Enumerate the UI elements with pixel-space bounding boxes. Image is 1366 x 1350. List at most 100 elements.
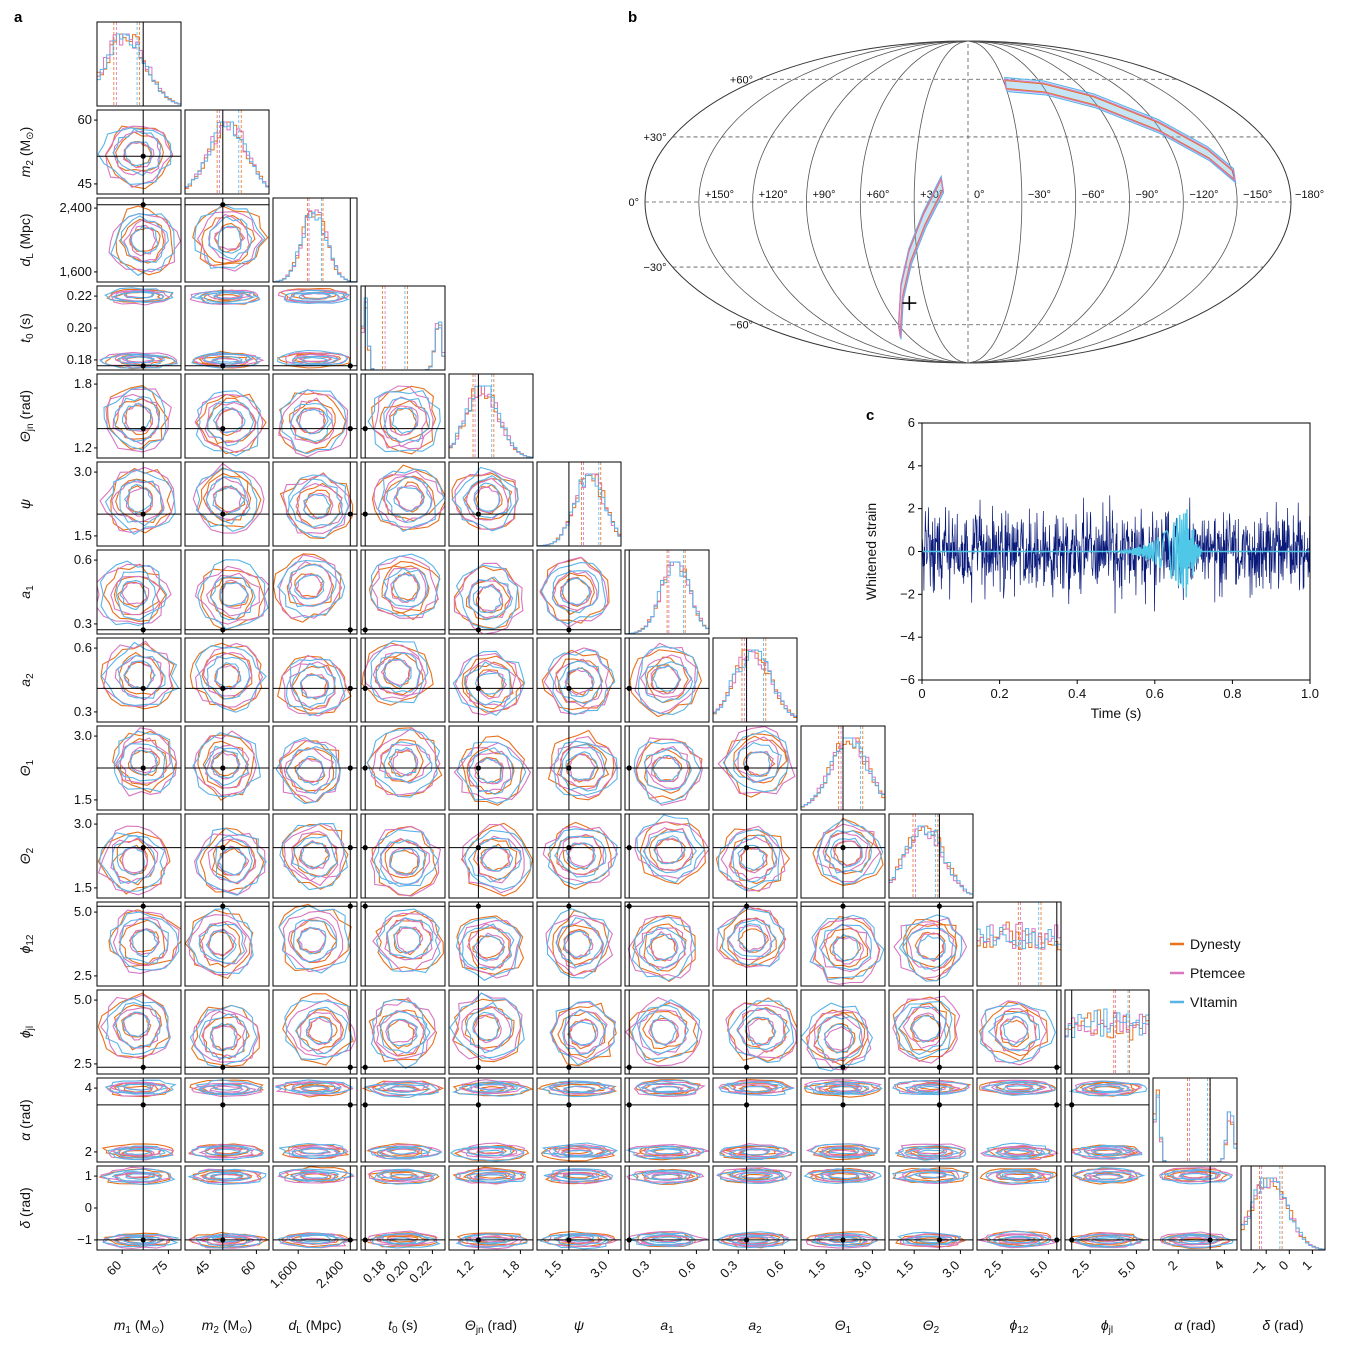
- contour: [123, 405, 152, 436]
- corner-panel-delta-t0: [360, 1165, 446, 1251]
- contour: [379, 839, 428, 886]
- contour: [897, 1231, 962, 1245]
- truth-point: [744, 1102, 750, 1108]
- contour: [467, 747, 514, 795]
- contour: [275, 1079, 353, 1095]
- contour: [463, 477, 513, 521]
- contour: [563, 1009, 608, 1054]
- contour: [112, 128, 162, 177]
- corner-panel-a2-t0: [360, 637, 446, 723]
- contour: [554, 835, 607, 878]
- panel-frame: [360, 1165, 446, 1251]
- y-axis-label-thetajn: Θjn (rad): [17, 390, 36, 442]
- contour: [648, 930, 678, 962]
- corner-panel-phijl-m1: [96, 989, 182, 1075]
- contour: [113, 395, 160, 443]
- y-axis-label-dL: dL (Mpc): [17, 213, 36, 266]
- contour: [987, 1011, 1041, 1052]
- contour: [129, 928, 160, 955]
- contour: [192, 350, 258, 369]
- contour: [737, 844, 766, 871]
- contour: [393, 486, 425, 513]
- corner-panel-theta2-t0: [360, 813, 446, 899]
- truth-point: [626, 1064, 632, 1070]
- lon-label: +60°: [866, 189, 889, 201]
- contour: [733, 741, 782, 784]
- hist-dL-0: [273, 211, 357, 282]
- contour: [112, 393, 161, 445]
- corner-panel-m2-m1: [96, 109, 182, 195]
- corner-panel-phi12-m2: [184, 901, 270, 987]
- truth-point: [220, 202, 226, 208]
- corner-panel-psi-thetajn: [448, 461, 534, 547]
- panel-frame: [536, 725, 622, 811]
- contour: [644, 661, 694, 704]
- contour: [992, 1235, 1043, 1247]
- corner-panel-theta1-thetajn: [448, 725, 534, 811]
- contour: [215, 407, 244, 434]
- truth-point: [1069, 1102, 1075, 1108]
- truth-point: [475, 1102, 481, 1108]
- truth-point: [347, 903, 353, 909]
- panel-frame: [96, 21, 182, 107]
- contour: [817, 818, 884, 885]
- corner-panel-dL-m2: [184, 197, 270, 283]
- contour: [551, 570, 600, 614]
- panel-frame: [96, 373, 182, 459]
- panel-frame: [272, 373, 358, 459]
- contour: [286, 474, 349, 539]
- contour: [383, 397, 431, 443]
- contour: [212, 485, 246, 516]
- panel-frame: [272, 197, 358, 283]
- contour: [651, 1086, 680, 1094]
- contour: [113, 1002, 161, 1049]
- contour: [736, 1007, 788, 1053]
- corner-panel-m2-m2: [184, 109, 270, 195]
- truth-point: [626, 765, 632, 771]
- contour: [305, 1016, 333, 1046]
- contour: [453, 565, 520, 630]
- contour: [292, 355, 340, 366]
- y-axis-label-theta1: Θ1: [17, 759, 36, 776]
- contour: [303, 492, 334, 519]
- contour: [115, 1083, 167, 1094]
- contour: [628, 1002, 699, 1063]
- truth-point: [220, 627, 226, 633]
- corner-panel-phi12-a1: [624, 901, 710, 987]
- corner-panel-a2-m2: [184, 637, 270, 723]
- contour: [716, 1169, 789, 1185]
- strain-y-tick-label: −4: [900, 629, 915, 644]
- contour: [121, 581, 150, 605]
- hist-alpha-2: [1153, 1094, 1237, 1162]
- contour: [805, 1143, 879, 1158]
- contour: [299, 1173, 333, 1181]
- panel-frame: [96, 1077, 182, 1163]
- y-axis-label-psi: ψ: [17, 499, 33, 509]
- contour: [541, 1080, 615, 1098]
- contour: [194, 565, 269, 625]
- contour: [549, 1000, 616, 1066]
- contour: [104, 287, 174, 304]
- contour: [395, 481, 426, 513]
- contour: [551, 1145, 610, 1157]
- truth-point: [744, 845, 750, 851]
- truth-point: [362, 1237, 368, 1243]
- contour: [818, 924, 872, 971]
- truth-point: [140, 1237, 146, 1243]
- panel-frame: [272, 1165, 358, 1251]
- contour: [1006, 1083, 1035, 1092]
- contour: [123, 484, 153, 515]
- contour: [741, 1148, 771, 1156]
- contour: [475, 484, 503, 515]
- corner-panel-psi-m1: [96, 461, 182, 547]
- panel-frame: [184, 1165, 270, 1251]
- hist-a2-0: [713, 649, 797, 722]
- strain-x-tick-label: 1.0: [1301, 686, 1319, 701]
- contour: [205, 572, 261, 617]
- panel-frame: [536, 989, 622, 1075]
- contour: [296, 1083, 330, 1092]
- contour: [556, 835, 602, 875]
- contour: [368, 998, 438, 1063]
- contour: [196, 211, 264, 272]
- contour: [467, 1084, 516, 1095]
